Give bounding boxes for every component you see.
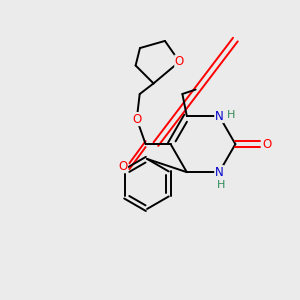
Text: N: N (215, 110, 224, 123)
Text: H: H (227, 110, 236, 120)
Text: N: N (215, 166, 224, 179)
Text: H: H (217, 179, 225, 190)
Text: O: O (118, 160, 128, 173)
Text: O: O (262, 138, 272, 151)
Text: O: O (175, 55, 184, 68)
Text: O: O (132, 112, 141, 126)
